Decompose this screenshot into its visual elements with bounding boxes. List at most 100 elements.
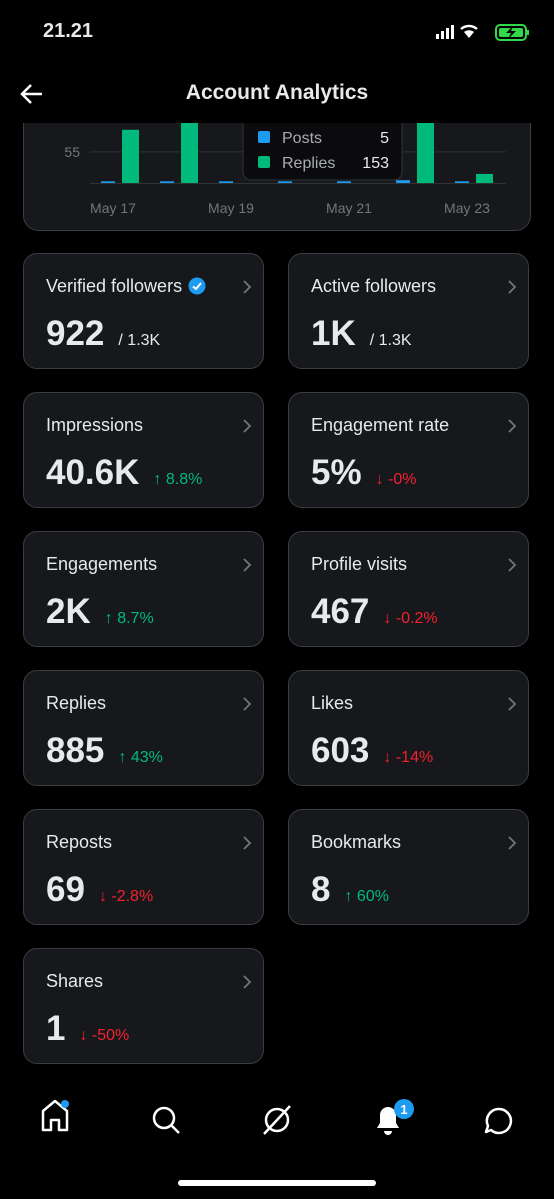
metric-card[interactable]: Profile visits 467 ↓ -0.2% (288, 531, 529, 647)
x-tick-label: May 17 (90, 200, 136, 216)
metric-label: Active followers (311, 276, 437, 296)
metric-change: ↓ -0% (375, 471, 417, 488)
legend-swatch (258, 156, 270, 168)
metric-card[interactable]: Engagements 2K ↑ 8.7% (23, 531, 264, 647)
metric-change: ↑ 8.7% (104, 610, 154, 627)
metric-label: Engagements (46, 554, 158, 574)
bar (181, 123, 198, 183)
bar (160, 181, 174, 183)
messages-tab[interactable] (484, 1107, 513, 1135)
chevron (508, 280, 517, 294)
page-title: Account Analytics (185, 81, 369, 104)
metric-card[interactable]: Likes 603 ↓ -14% (288, 670, 529, 786)
metric-value-row: 603 ↓ -14% (311, 731, 433, 771)
metric-card[interactable]: Shares 1 ↓ -50% (23, 948, 264, 1064)
notifications-tab[interactable]: 1 (377, 1099, 414, 1135)
metric-value: 885 (46, 731, 105, 770)
chart: 55 May 17 May 19 May 21 May 23 Posts 5 Replies 1… (22, 123, 532, 231)
legend-swatch (258, 131, 270, 143)
metric-value-row: 69 ↓ -2.8% (46, 870, 153, 910)
metric-label: Likes (311, 693, 354, 713)
metric-card[interactable]: Reposts 69 ↓ -2.8% (23, 809, 264, 925)
metric-value-row: 2K ↑ 8.7% (46, 592, 154, 632)
metric-card[interactable]: Engagement rate 5% ↓ -0% (288, 392, 529, 508)
chevron (508, 697, 517, 711)
metric-value: 5% (311, 453, 362, 492)
metric-change: ↓ -0.2% (383, 610, 438, 627)
metric-value: 1K (311, 314, 356, 353)
metric-card[interactable]: Verified followers 922 / 1.3K (23, 253, 264, 369)
tooltip-value: 5 (380, 130, 389, 147)
bar (337, 181, 351, 183)
metric-value: 467 (311, 592, 370, 631)
chevron (508, 836, 517, 850)
x-tick-label: May 21 (326, 200, 372, 216)
metric-total: / 1.3K (369, 332, 412, 349)
metric-change: ↓ -50% (79, 1027, 130, 1044)
bar (278, 181, 292, 183)
metric-label: Replies (46, 693, 107, 713)
metric-label: Shares (46, 971, 104, 991)
chevron (243, 280, 252, 294)
metric-value: 603 (311, 731, 370, 770)
legend-label: Replies (282, 155, 335, 172)
metric-card[interactable]: Active followers 1K / 1.3K (288, 253, 529, 369)
back-button[interactable] (18, 81, 46, 107)
metric-value: 922 (46, 314, 105, 353)
metric-label: Bookmarks (311, 832, 402, 852)
chevron (508, 558, 517, 572)
tooltip: Posts 5 Replies 153 (242, 123, 403, 181)
metric-value: 2K (46, 592, 91, 631)
x-tick-label: May 19 (208, 200, 254, 216)
metric-value-row: 1 ↓ -50% (46, 1009, 129, 1049)
legend-label: Posts (282, 130, 322, 147)
chevron (243, 697, 252, 711)
tooltip-box (242, 123, 403, 181)
bar (219, 181, 233, 183)
metric-value-row: 40.6K ↑ 8.8% (46, 453, 202, 493)
metric-value-row: 8 ↑ 60% (311, 870, 389, 910)
bar (455, 181, 469, 183)
metric-label: Profile visits (311, 554, 408, 574)
status-time: 21.21 (43, 20, 94, 42)
metric-label: Verified followers (46, 276, 206, 297)
bar (122, 129, 139, 183)
bar (101, 181, 115, 183)
metric-value-row: 885 ↑ 43% (46, 731, 163, 771)
home-indicator (178, 1180, 376, 1186)
metric-value: 40.6K (46, 453, 140, 492)
notification-badge: 1 (400, 1102, 407, 1117)
y-tick-label: 55 (64, 144, 80, 160)
chevron (243, 558, 252, 572)
metric-card[interactable]: Impressions 40.6K ↑ 8.8% (23, 392, 264, 508)
metric-value: 8 (311, 870, 331, 909)
bar (476, 173, 493, 183)
status-icons (436, 24, 529, 41)
chevron (243, 975, 252, 989)
tooltip-value: 153 (362, 155, 389, 172)
chevron (508, 419, 517, 433)
chevron (243, 836, 252, 850)
verified-badge (188, 277, 206, 295)
grok-tab[interactable] (263, 1105, 291, 1135)
metric-change: ↓ -14% (383, 749, 434, 766)
bar (417, 123, 434, 183)
x-tick-label: May 23 (444, 200, 490, 216)
metric-value-row: 1K / 1.3K (311, 314, 412, 354)
bottom-nav: 1 (41, 1099, 513, 1186)
metric-card[interactable]: Bookmarks 8 ↑ 60% (288, 809, 529, 925)
metric-value-row: 467 ↓ -0.2% (311, 592, 438, 632)
metric-card[interactable]: Replies 885 ↑ 43% (23, 670, 264, 786)
metric-change: ↑ 8.8% (153, 471, 203, 488)
metric-value-row: 5% ↓ -0% (311, 453, 417, 493)
search-tab[interactable] (152, 1106, 180, 1134)
home-tab[interactable] (41, 1099, 69, 1132)
metric-change: ↑ 60% (344, 888, 389, 905)
metric-change: ↑ 43% (118, 749, 163, 766)
metric-total: / 1.3K (118, 332, 161, 349)
metric-value-row: 922 / 1.3K (46, 314, 160, 354)
metric-value: 69 (46, 870, 85, 909)
bar (396, 180, 410, 183)
metric-value: 1 (46, 1009, 66, 1048)
